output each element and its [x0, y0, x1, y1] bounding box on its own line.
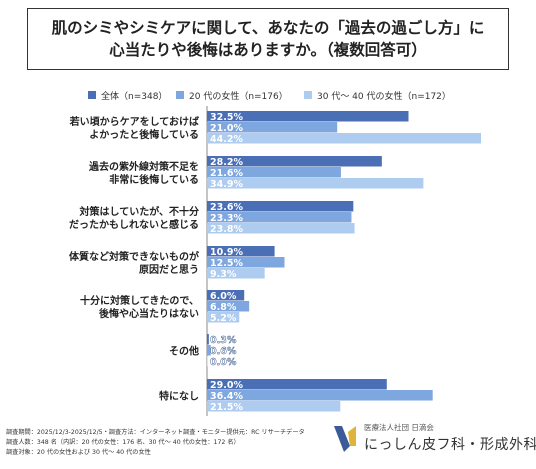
bar-6-series-2 — [207, 345, 211, 356]
value-label-2-series-1: 28.2% — [210, 157, 243, 168]
bar-1-series-2 — [207, 122, 338, 133]
bar-7-series-3 — [207, 401, 341, 412]
value-label-5-series-3: 5.2% — [210, 313, 237, 324]
value-label-7-series-2: 36.4% — [210, 391, 243, 402]
value-label-2-series-2: 21.6% — [210, 168, 243, 179]
value-label-1-series-1: 32.5% — [210, 112, 243, 123]
bar-1-series-1 — [207, 111, 409, 122]
bar-3-series-2 — [207, 212, 352, 223]
clinic-corporation-name: 医療法人社団 日滴会 — [364, 423, 434, 432]
bar-4-series-1 — [207, 246, 275, 257]
category-label-5-line-2: 後悔や心当たりはない — [99, 307, 199, 320]
legend-label-3: 30 代～ 40 代の女性（n=172） — [317, 90, 451, 102]
value-label-2-series-3: 34.9% — [210, 179, 243, 190]
legend-swatch-1 — [88, 91, 96, 99]
bar-4-series-2 — [207, 257, 285, 268]
survey-notes: 調査期間：2025/12/3-2025/12/5・調査方法：インターネット調査・… — [6, 428, 305, 458]
value-label-1-series-3: 44.2% — [210, 134, 243, 145]
value-label-4-series-2: 12.5% — [210, 258, 243, 269]
survey-note-sample: 調査人数：348 名（内訳：20 代の女性：176 名、30 代～ 40 代の女… — [6, 439, 240, 446]
category-label-2-line-2: 非常に後悔している — [109, 173, 199, 186]
category-label-3-line-1: 対策はしていたが、不十分 — [79, 205, 200, 218]
category-label-1-line-1: 若い頃からケアをしておけば — [69, 115, 199, 128]
chart-title-box: 肌のシミやシミケアに関して、あなたの「過去の過ごし方」に 心当たりや後悔はありま… — [27, 8, 509, 70]
value-label-7-series-1: 29.0% — [210, 380, 243, 391]
value-label-6-series-1: 0.3% — [210, 335, 237, 346]
chart-title-line-1: 肌のシミやシミケアに関して、あなたの「過去の過ごし方」に — [51, 19, 485, 37]
bar-2-series-3 — [207, 178, 424, 189]
value-label-4-series-3: 9.3% — [210, 269, 237, 280]
value-label-3-series-1: 23.6% — [210, 202, 243, 213]
bar-3-series-1 — [207, 201, 354, 212]
value-label-6-series-3: 0.0% — [210, 357, 237, 368]
legend-label-1: 全体（n=348） — [101, 90, 167, 102]
legend-swatch-2 — [176, 91, 184, 99]
bar-3-series-3 — [207, 223, 355, 234]
bar-7-series-1 — [207, 379, 387, 390]
category-label-1-line-2: よかったと後悔している — [89, 128, 199, 141]
value-label-7-series-3: 21.5% — [210, 402, 243, 413]
bar-1-series-3 — [207, 133, 482, 144]
category-label-6-line-1: その他 — [169, 345, 199, 358]
bar-5-series-1 — [207, 290, 245, 301]
clinic-name: にっしん皮フ科・形成外科 — [364, 437, 536, 453]
bar-6-series-3 — [207, 356, 208, 367]
value-label-5-series-2: 6.8% — [210, 302, 237, 313]
value-label-6-series-2: 0.6% — [210, 346, 237, 357]
chart-title-line-2: 心当たりや後悔はありますか。（複数回答可） — [109, 41, 427, 59]
legend-label-2: 20 代の女性（n=176） — [189, 90, 288, 102]
category-label-2-line-1: 過去の紫外線対策不足を — [88, 160, 199, 173]
legend-swatch-3 — [304, 91, 312, 99]
clinic-logo-icon — [334, 426, 356, 452]
category-label-3-line-2: だったかもしれないと感じる — [69, 218, 199, 231]
bar-4-series-3 — [207, 268, 265, 279]
value-label-1-series-2: 21.0% — [210, 123, 243, 134]
bar-6-series-1 — [207, 334, 209, 345]
bar-2-series-2 — [207, 167, 341, 178]
clinic-brand: 医療法人社団 日滴会 にっしん皮フ科・形成外科 — [332, 420, 536, 466]
category-label-5-line-1: 十分に対策してきたので、 — [80, 294, 199, 307]
value-label-3-series-3: 23.8% — [210, 224, 243, 235]
bar-5-series-3 — [207, 312, 240, 323]
value-label-5-series-1: 6.0% — [210, 291, 237, 302]
bar-7-series-2 — [207, 390, 433, 401]
bar-5-series-2 — [207, 301, 250, 312]
bar-2-series-1 — [207, 156, 382, 167]
category-label-4-line-2: 原因だと思う — [139, 264, 199, 276]
bar-chart: 全体（n=348） 20 代の女性（n=176） 30 代～ 40 代の女性（n=1… — [69, 90, 482, 416]
survey-note-period: 調査期間：2025/12/3-2025/12/5・調査方法：インターネット調査・… — [6, 429, 305, 436]
category-label-4-line-1: 体質など対策できないものが — [69, 250, 200, 263]
value-label-3-series-2: 23.3% — [210, 213, 243, 224]
category-label-7-line-1: 特になし — [159, 390, 199, 403]
survey-note-target: 調査対象：20 代の女性および 30 代～ 40 代の女性 — [6, 449, 151, 456]
value-label-4-series-1: 10.9% — [210, 247, 243, 258]
